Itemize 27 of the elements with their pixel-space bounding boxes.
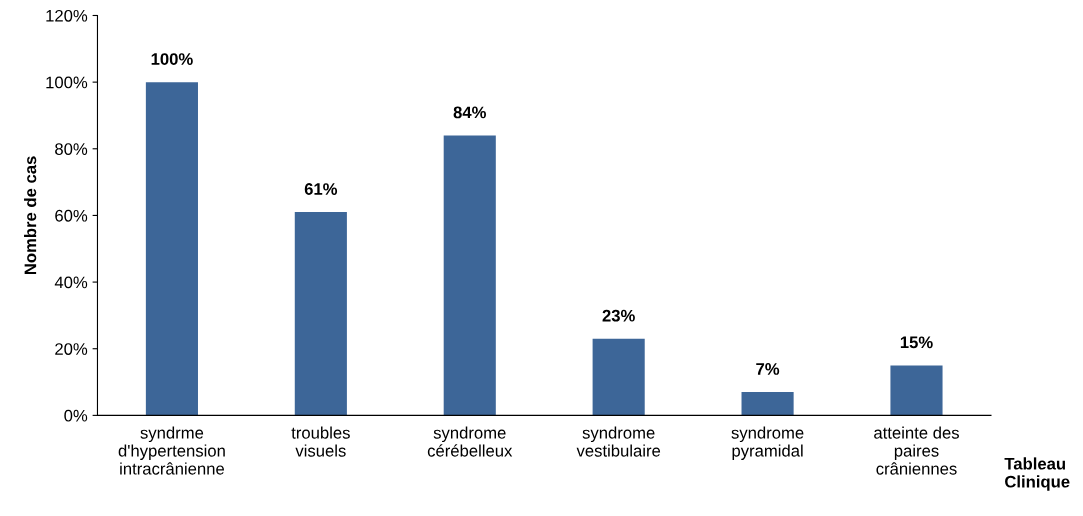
data-label: 23% [602,309,635,322]
y-tick-label: 0% [64,409,88,422]
x-axis-title: Tableau Clinique [1004,457,1070,491]
bar [443,135,496,416]
data-label: 61% [304,183,338,195]
y-tick-label: 20% [55,343,88,355]
x-tick-label: atteinte des paires crâniennes [874,426,959,475]
bar [294,212,347,416]
bar [145,82,198,416]
data-label: 7% [756,363,780,375]
x-tick-label: troubles visuels [291,426,350,457]
y-tick-label: 60% [55,209,88,222]
data-label: 100% [151,53,193,65]
bar [592,338,645,416]
bar [890,365,943,416]
data-label: 84% [453,106,486,119]
y-tick-label: 80% [55,143,88,155]
y-axis-title: Nombre de cas [24,156,37,275]
bar [741,392,794,416]
y-tick-label: 40% [54,276,88,289]
x-tick-label: syndrme d'hypertension intracrânienne [118,426,225,475]
data-label: 15% [900,336,933,349]
y-tick-label: 100% [46,76,88,89]
x-tick-label: syndrome vestibulaire [576,426,661,457]
x-tick-label: syndrome cérébelleux [427,426,513,457]
y-tick-label: 120% [46,9,88,22]
x-tick-label: syndrome pyramidal [731,426,804,460]
